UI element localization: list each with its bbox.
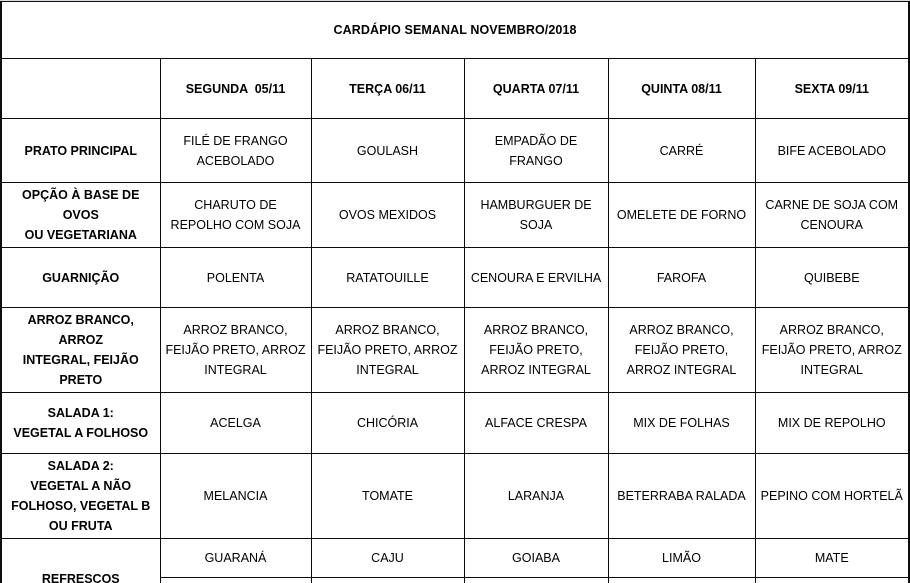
menu-cell: GUARANÁ [159,538,312,578]
menu-cell: GOIABA [463,538,609,578]
row-salada-1: SALADA 1: VEGETAL A FOLHOSO ACELGA CHICÓ… [0,392,910,454]
menu-cell: ACELGA [159,392,312,454]
menu-cell: CAJU [310,538,465,578]
row-refrescos-second: MANGA UVA LARANJA ACEROLA CAJU [1,577,910,583]
menu-cell: CENOURA E ERVILHA [463,247,609,308]
menu-cell: OVOS MEXIDOS [310,182,465,248]
day-header-terca: TERÇA 06/11 [310,58,465,119]
menu-cell: FILÉ DE FRANGO ACEBOLADO [159,118,312,183]
menu-cell: QUIBEBE [754,247,910,308]
menu-cell: MANGA [159,577,312,583]
header-corner-cell [0,58,161,119]
menu-cell: ARROZ BRANCO, FEIJÃO PRETO, ARROZ INTEGR… [159,307,312,393]
menu-cell: MELANCIA [159,453,312,539]
menu-cell: LARANJA [463,577,609,583]
row-label-salada-1: SALADA 1: VEGETAL A FOLHOSO [0,392,161,454]
row-label-guarnicao: GUARNIÇÃO [0,247,161,308]
menu-cell: CAJU [754,577,910,583]
menu-title: CARDÁPIO SEMANAL NOVEMBRO/2018 [0,1,910,59]
menu-cell: ARROZ BRANCO, FEIJÃO PRETO, ARROZ INTEGR… [463,307,609,393]
menu-cell: HAMBURGUER DE SOJA [463,182,609,248]
row-prato-principal: PRATO PRINCIPAL FILÉ DE FRANGO ACEBOLADO… [0,118,910,183]
menu-cell: ARROZ BRANCO, FEIJÃO PRETO, ARROZ INTEGR… [607,307,756,393]
menu-cell: ARROZ BRANCO, FEIJÃO PRETO, ARROZ INTEGR… [754,307,910,393]
row-salada-2: SALADA 2: VEGETAL A NÃO FOLHOSO, VEGETAL… [0,453,910,539]
title-row: CARDÁPIO SEMANAL NOVEMBRO/2018 [0,1,910,59]
day-header-quarta: QUARTA 07/11 [463,58,609,119]
menu-cell: EMPADÃO DE FRANGO [463,118,609,183]
menu-cell: UVA [310,577,465,583]
menu-cell: POLENTA [159,247,312,308]
menu-cell: CHARUTO DE REPOLHO COM SOJA [159,182,312,248]
menu-cell: GOULASH [310,118,465,183]
menu-cell: BETERRABA RALADA [607,453,756,539]
menu-cell: OMELETE DE FORNO [607,182,756,248]
day-header-row: SEGUNDA 05/11 TERÇA 06/11 QUARTA 07/11 Q… [0,58,910,119]
menu-cell: CARRÉ [607,118,756,183]
menu-cell: LIMÃO [607,538,756,578]
row-label-refrescos: REFRESCOS [0,538,161,583]
day-header-sexta: SEXTA 09/11 [754,58,910,119]
menu-cell: MIX DE REPOLHO [754,392,910,454]
menu-cell: FAROFA [607,247,756,308]
row-opcao-ovos-vegetariana: OPÇÃO À BASE DE OVOS OU VEGETARIANA CHAR… [0,182,910,248]
menu-cell: PEPINO COM HORTELÃ [754,453,910,539]
menu-cell: TOMATE [310,453,465,539]
menu-cell: ARROZ BRANCO, FEIJÃO PRETO, ARROZ INTEGR… [310,307,465,393]
menu-cell: LARANJA [463,453,609,539]
row-arroz-feijao: ARROZ BRANCO, ARROZ INTEGRAL, FEIJÃO PRE… [0,307,910,393]
menu-cell: BIFE ACEBOLADO [754,118,910,183]
menu-cell: MATE [754,538,910,578]
row-label-arroz-feijao: ARROZ BRANCO, ARROZ INTEGRAL, FEIJÃO PRE… [0,307,161,393]
row-guarnicao: GUARNIÇÃO POLENTA RATATOUILLE CENOURA E … [0,247,910,308]
day-header-segunda: SEGUNDA 05/11 [159,58,312,119]
row-label-prato-principal: PRATO PRINCIPAL [0,118,161,183]
menu-cell: CHICÓRIA [310,392,465,454]
row-label-salada-2: SALADA 2: VEGETAL A NÃO FOLHOSO, VEGETAL… [0,453,161,539]
menu-cell: MIX DE FOLHAS [607,392,756,454]
row-refrescos-first: REFRESCOS GUARANÁ CAJU GOIABA LIMÃO MATE [0,538,910,583]
row-label-opcao-ovos-vegetariana: OPÇÃO À BASE DE OVOS OU VEGETARIANA [0,182,161,248]
menu-cell: ALFACE CRESPA [463,392,609,454]
day-header-quinta: QUINTA 08/11 [607,58,756,119]
menu-cell: ACEROLA [607,577,756,583]
menu-cell: CARNE DE SOJA COM CENOURA [754,182,910,248]
menu-cell: RATATOUILLE [310,247,465,308]
